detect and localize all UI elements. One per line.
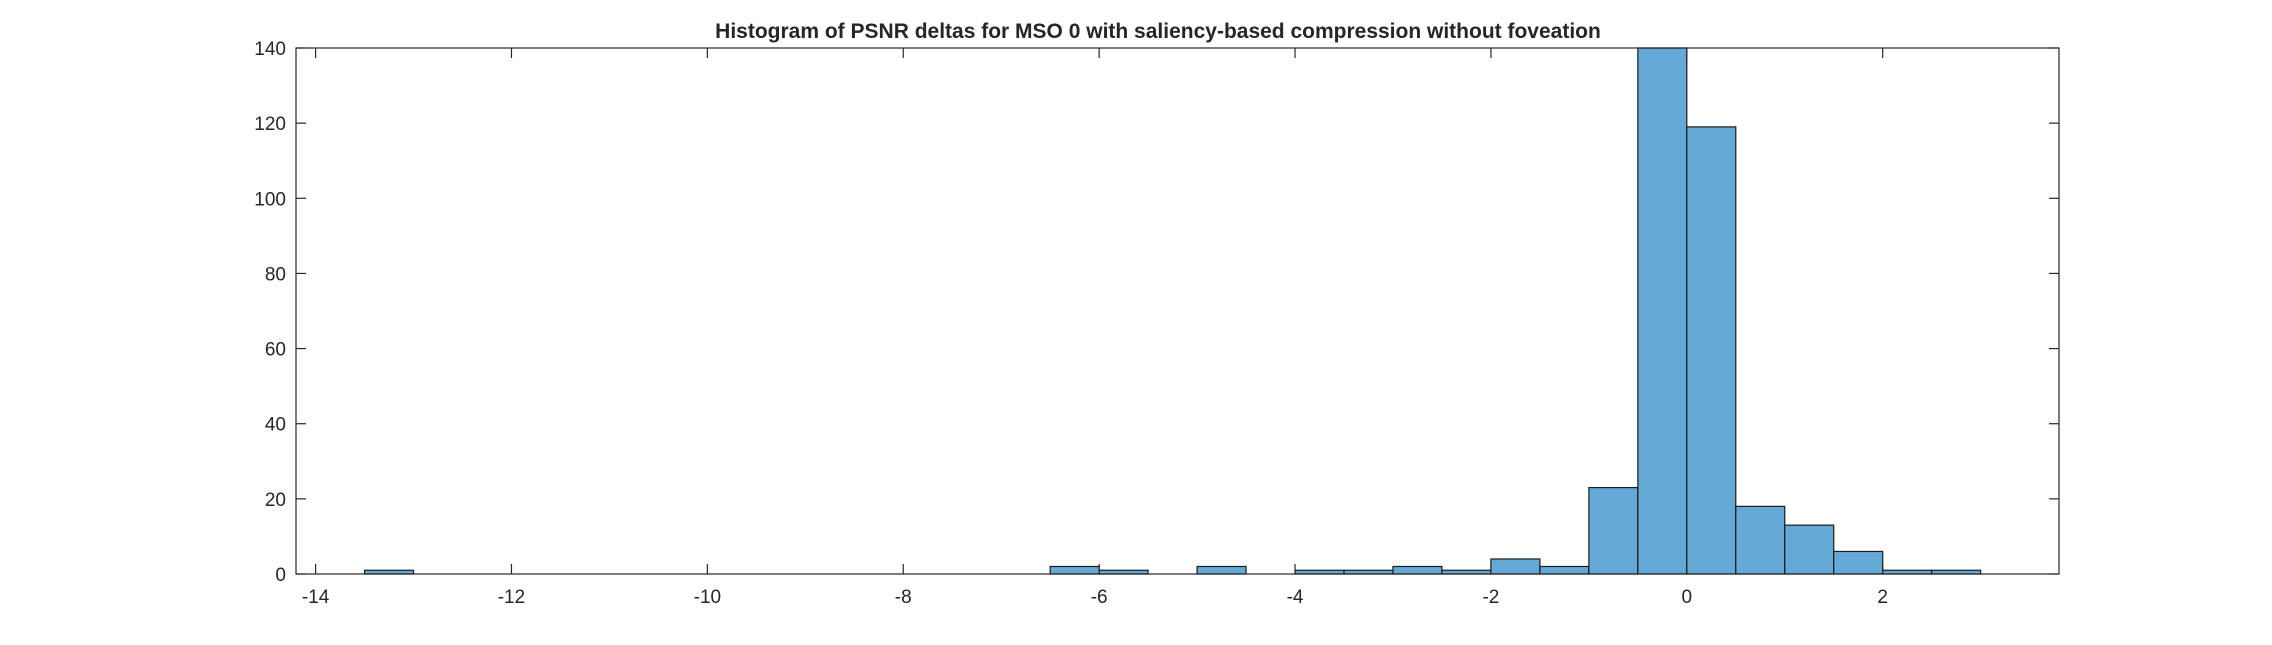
histogram-bar — [1490, 558, 1541, 575]
x-tick-label: -14 — [302, 587, 330, 608]
axis-ticks — [296, 47, 2059, 575]
histogram-bars — [363, 47, 1982, 575]
x-tick-label: 0 — [1682, 587, 1693, 608]
histogram-bar — [1196, 565, 1247, 575]
histogram-bar — [1735, 505, 1786, 575]
y-tick-label: 0 — [275, 565, 286, 586]
y-tick-label: 120 — [254, 114, 286, 135]
x-tick-label: -8 — [895, 587, 912, 608]
y-tick-label: 40 — [265, 415, 286, 436]
y-axis-tick-labels: 0 20 40 60 80 100 120 140 — [254, 39, 286, 586]
histogram-bar — [1049, 565, 1100, 575]
y-tick-label: 80 — [265, 264, 286, 285]
chart-title: Histogram of PSNR deltas for MSO 0 with … — [715, 20, 1601, 43]
y-tick-label: 100 — [254, 189, 286, 210]
x-tick-label: -10 — [694, 587, 721, 608]
histogram-bar — [1637, 47, 1688, 575]
histogram-bar — [1833, 550, 1884, 575]
x-tick-label: -6 — [1091, 587, 1108, 608]
x-tick-label: -4 — [1287, 587, 1304, 608]
x-tick-label: -12 — [498, 587, 525, 608]
x-tick-label: 2 — [1877, 587, 1888, 608]
histogram-bar — [1784, 524, 1835, 575]
y-tick-label: 140 — [254, 39, 286, 60]
plot-area-frame — [295, 47, 2060, 575]
y-tick-label: 20 — [265, 490, 286, 511]
x-axis-tick-labels: -14 -12 -10 -8 -6 -4 -2 0 2 — [302, 587, 1888, 608]
histogram-bar — [1588, 486, 1639, 575]
histogram-bar — [1392, 565, 1443, 575]
histogram-bar — [1539, 565, 1590, 575]
y-tick-label: 60 — [265, 340, 286, 361]
histogram-bar — [1686, 126, 1737, 575]
x-tick-label: -2 — [1482, 587, 1499, 608]
